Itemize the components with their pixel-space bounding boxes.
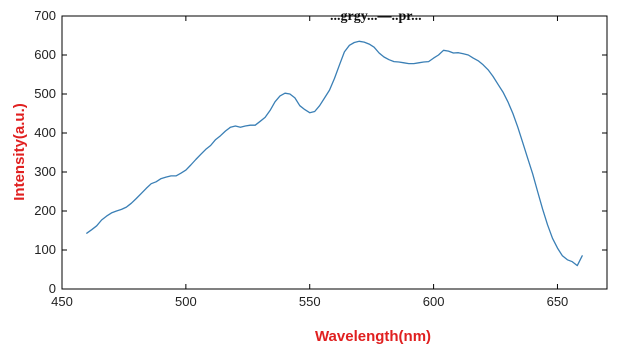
x-tick-label: 450 (51, 294, 73, 309)
y-tick-label: 200 (34, 203, 56, 218)
y-tick-label: 300 (34, 164, 56, 179)
y-axis-title: Intensity(a.u.) (11, 103, 28, 201)
y-tick-label: 500 (34, 86, 56, 101)
series-layer (86, 40, 583, 267)
x-tick-label: 600 (423, 294, 445, 309)
y-tick-label: 0 (49, 281, 56, 296)
x-tick-label: 650 (547, 294, 569, 309)
tick-labels: 450 500 550 600 650 0 100 200 300 400 500 600 700 (34, 8, 568, 309)
y-tick-label: 100 (34, 242, 56, 257)
x-axis-title: Wavelength(nm) (315, 328, 431, 345)
y-tick-label: 700 (34, 8, 56, 23)
x-tick-label: 500 (175, 294, 197, 309)
y-tick-label: 600 (34, 47, 56, 62)
x-tick-label: 550 (299, 294, 321, 309)
plot-frame (61, 15, 608, 290)
intensity-series-line (86, 40, 583, 267)
y-tick-label: 400 (34, 125, 56, 140)
